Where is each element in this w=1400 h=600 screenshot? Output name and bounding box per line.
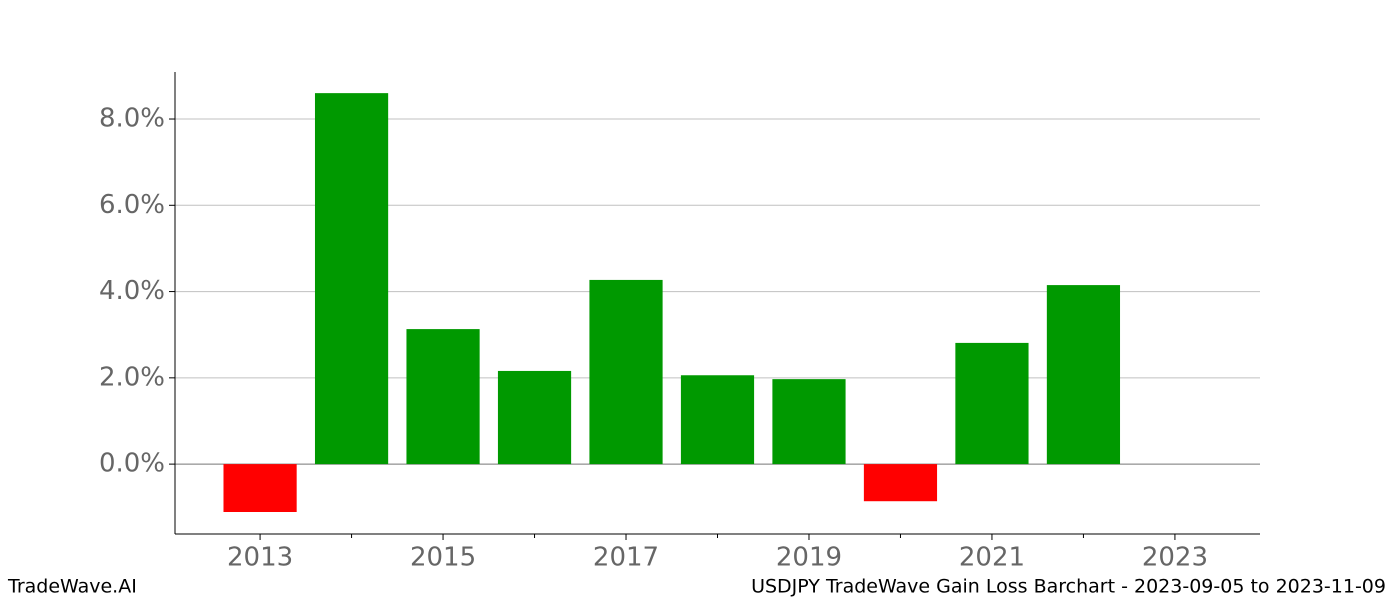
y-tick-label: 2.0% <box>99 362 165 392</box>
y-tick-label: 6.0% <box>99 190 165 220</box>
caption: USDJPY TradeWave Gain Loss Barchart - 20… <box>751 576 1386 598</box>
x-tick-label: 2017 <box>593 543 659 573</box>
bar <box>406 329 480 465</box>
x-tick-label: 2023 <box>1142 543 1208 573</box>
bar <box>772 379 846 465</box>
y-tick-label: 0.0% <box>99 449 165 479</box>
y-tick-label: 4.0% <box>99 276 165 306</box>
x-tick-label: 2015 <box>410 543 476 573</box>
bar <box>223 464 297 512</box>
bar <box>497 370 572 465</box>
x-tick-label: 2019 <box>776 543 842 573</box>
bar <box>1046 285 1121 465</box>
bar <box>680 375 755 465</box>
bar <box>589 279 663 465</box>
x-tick-label: 2013 <box>227 543 293 573</box>
y-tick-label: 8.0% <box>99 104 165 134</box>
bar <box>955 342 1029 465</box>
bar <box>314 93 389 465</box>
bar <box>863 464 938 502</box>
watermark: TradeWave.AI <box>7 576 137 598</box>
x-tick-label: 2021 <box>959 543 1025 573</box>
